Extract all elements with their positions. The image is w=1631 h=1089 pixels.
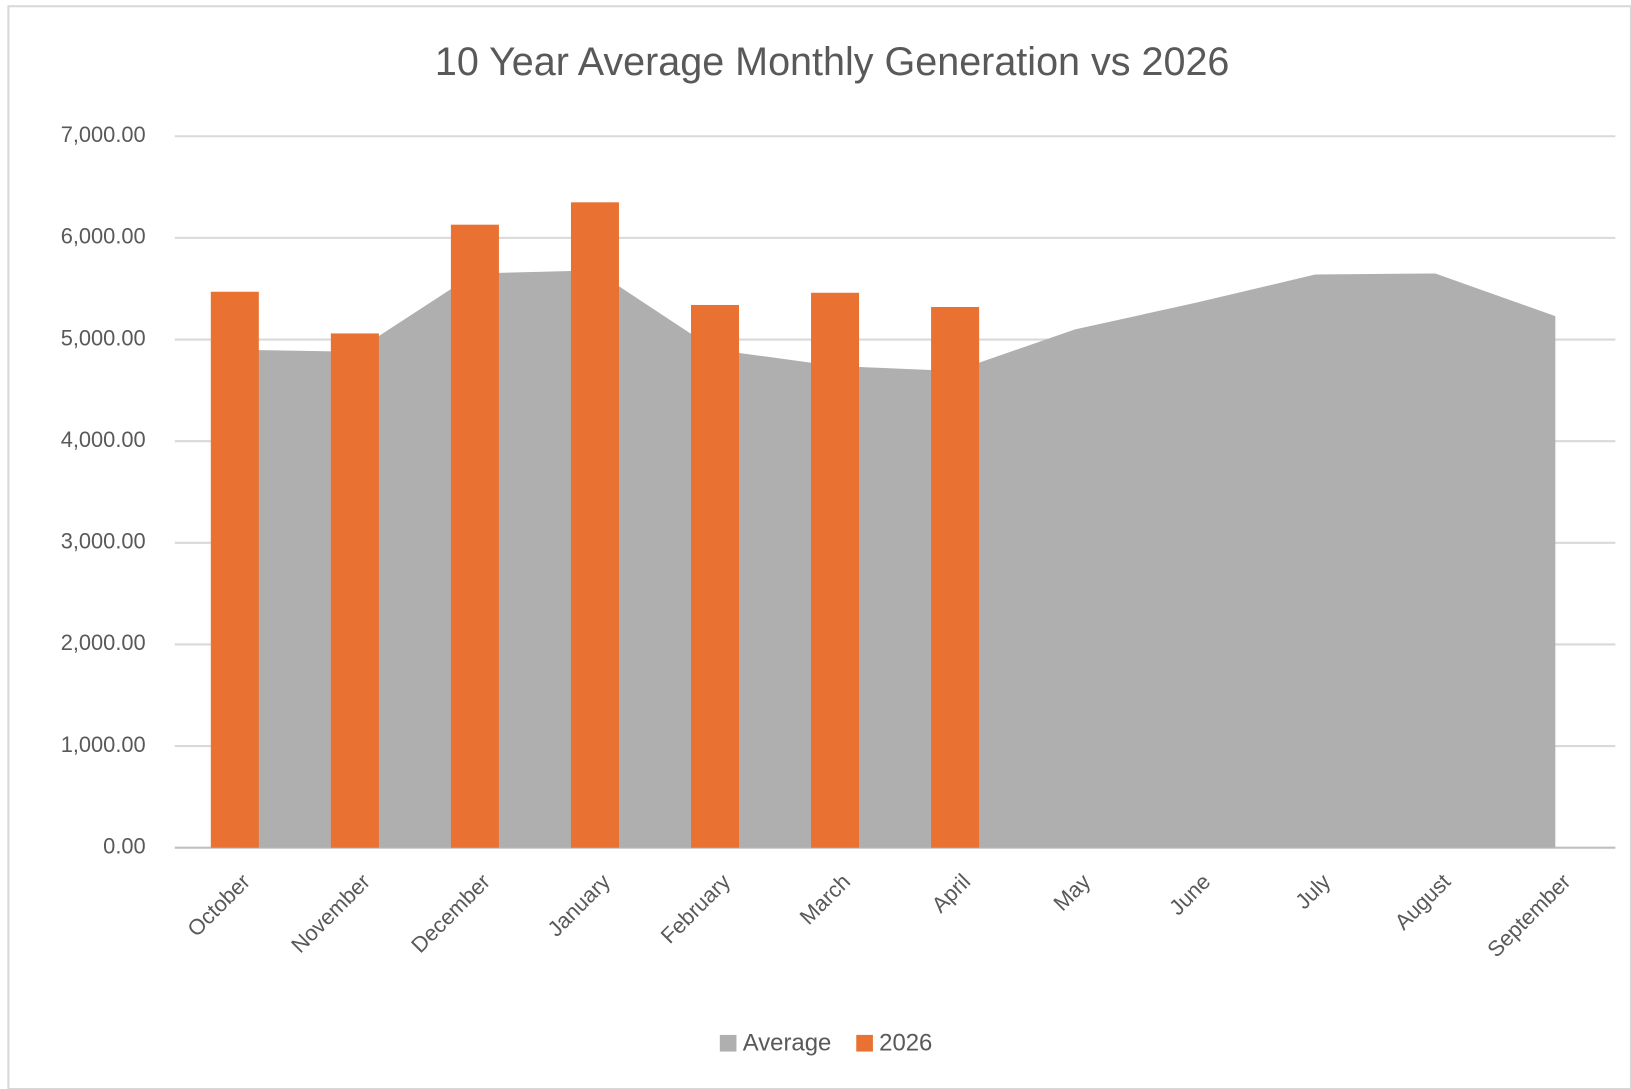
y-tick-label: 5,000.00	[61, 325, 146, 350]
bar	[931, 307, 980, 848]
bar	[690, 304, 740, 848]
legend-label: 2026	[879, 1030, 932, 1057]
bar	[330, 333, 379, 848]
y-tick-label: 4,000.00	[61, 427, 146, 452]
chart-title: 10 Year Average Monthly Generation vs 20…	[435, 40, 1230, 84]
legend-swatch	[856, 1034, 873, 1052]
y-tick-label: 1,000.00	[61, 732, 146, 757]
y-tick-label: 3,000.00	[61, 529, 146, 554]
y-tick-label: 0.00	[103, 833, 145, 858]
legend-label: Average	[743, 1030, 832, 1057]
area	[234, 270, 1556, 848]
y-tick-label: 7,000.00	[61, 122, 146, 147]
legend-swatch	[719, 1034, 737, 1052]
y-tick-label: 6,000.00	[61, 224, 146, 249]
bar	[210, 291, 259, 848]
bar	[570, 202, 619, 848]
y-tick-label: 2,000.00	[61, 630, 146, 655]
bar	[450, 224, 499, 848]
bar	[811, 292, 860, 848]
